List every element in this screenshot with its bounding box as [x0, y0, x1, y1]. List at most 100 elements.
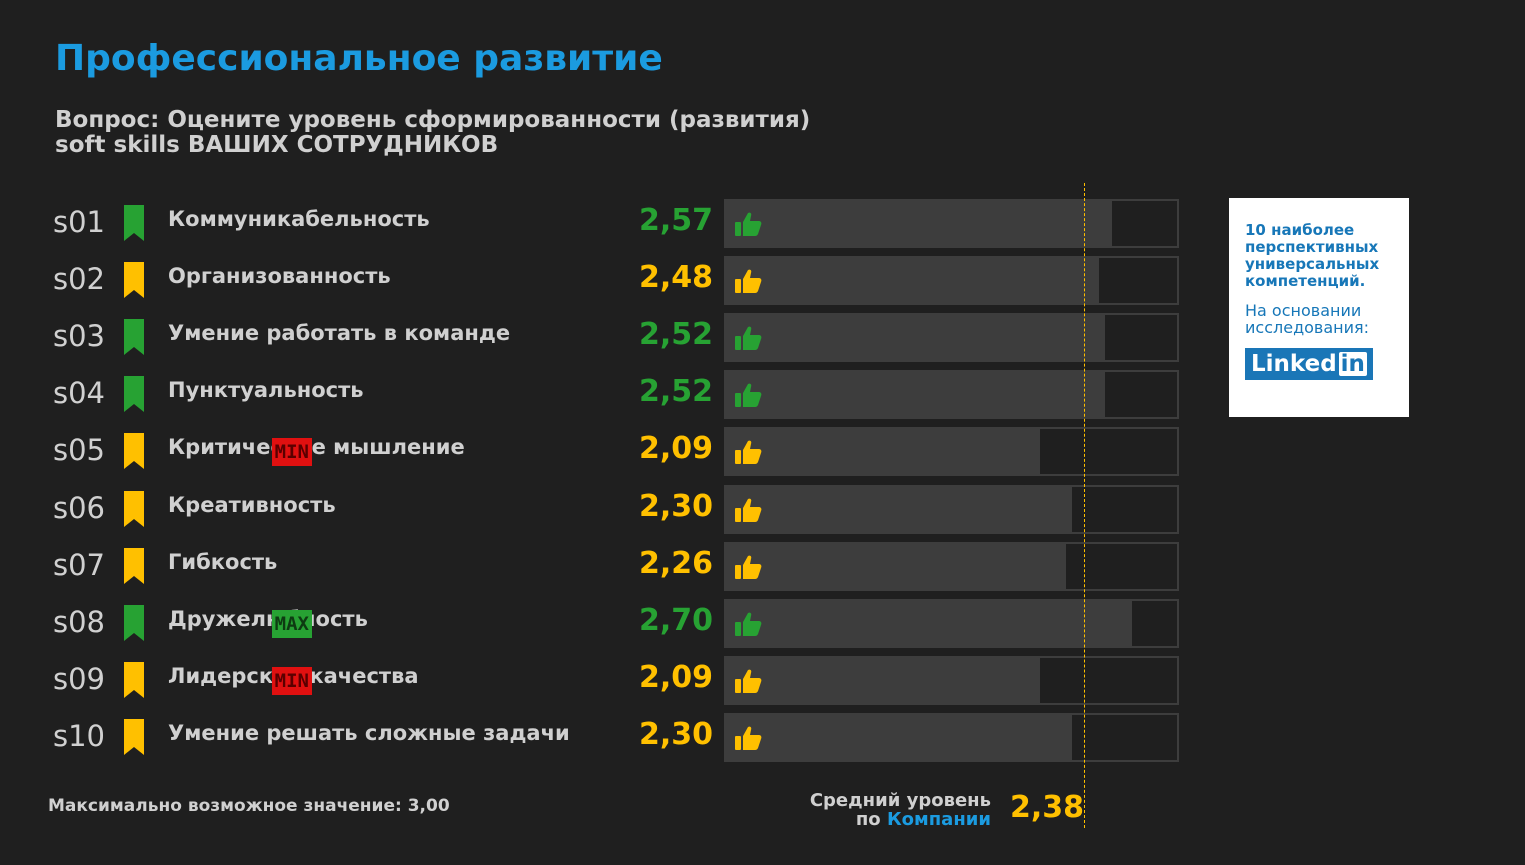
skill-value: 2,30	[638, 488, 713, 524]
bar-fill	[726, 714, 1072, 760]
skill-code: s03	[53, 319, 106, 354]
info-heading: 10 наиболее перспективных универсальных …	[1245, 222, 1393, 290]
skill-code: s07	[53, 547, 106, 582]
bookmark-icon	[124, 661, 144, 698]
skill-row: s10 Умение решать сложные задачи 2,30	[0, 712, 1200, 763]
thumbs-up-icon	[735, 326, 762, 351]
page-title: Профессиональное развитие	[55, 38, 663, 79]
skill-value: 2,70	[638, 602, 713, 638]
skill-label: Коммуникабельность	[168, 207, 430, 231]
question-text: Вопрос: Оцените уровень сформированности…	[55, 108, 810, 158]
skill-value: 2,26	[638, 545, 713, 581]
skill-code: s08	[53, 604, 106, 639]
skill-label: Дружелюбность	[168, 606, 368, 631]
linkedin-logo-in: in	[1338, 351, 1367, 377]
question-line-2: soft skills ВАШИХ СОТРУДНИКОВ	[55, 132, 499, 158]
linkedin-logo-text: Linked	[1251, 351, 1337, 377]
bookmark-icon	[124, 547, 144, 584]
bookmark-icon	[124, 376, 144, 413]
bar-fill	[726, 258, 1099, 304]
skill-code: s01	[53, 205, 106, 239]
skill-value: 2,30	[638, 716, 713, 752]
bar-fill	[726, 372, 1105, 418]
thumbs-up-icon	[735, 441, 762, 465]
linkedin-logo: Linked in	[1245, 348, 1373, 380]
bookmark-icon	[124, 205, 144, 241]
skill-value: 2,57	[638, 203, 713, 238]
bar-fill	[726, 429, 1041, 475]
bar-track	[724, 541, 1179, 591]
skill-label: Умение работать в команде	[168, 321, 511, 346]
info-sub-line: исследования:	[1245, 318, 1370, 337]
info-subtext: На основании исследования:	[1245, 302, 1393, 336]
thumbs-up-icon	[735, 726, 762, 750]
bookmark-icon	[124, 490, 144, 527]
bookmark-icon	[124, 718, 144, 755]
skill-row: s03 Умение работать в команде 2,52	[0, 313, 1200, 363]
skill-row: s06 Креативность 2,30	[0, 484, 1200, 535]
thumbs-up-icon	[735, 555, 762, 579]
bookmark-icon	[124, 433, 144, 470]
bookmark-icon	[124, 604, 144, 641]
average-value: 2,38	[1010, 790, 1085, 825]
bar-track	[724, 256, 1179, 306]
skill-label: Умение решать сложные задачи	[168, 720, 570, 745]
thumbs-up-icon	[735, 212, 762, 236]
thumbs-up-icon	[735, 669, 762, 693]
skill-row: s05 Критическое мышление MIN 2,09	[0, 427, 1200, 477]
bar-fill	[726, 543, 1066, 589]
bar-track	[724, 598, 1179, 648]
min-badge: MIN	[271, 438, 312, 467]
skill-label: Организованность	[168, 264, 391, 289]
info-heading-line: перспективных	[1245, 238, 1379, 256]
question-line-1: Вопрос: Оцените уровень сформированности…	[55, 107, 811, 133]
bookmark-icon	[124, 319, 144, 356]
skill-row: s04 Пунктуальность 2,52	[0, 370, 1200, 420]
skill-row: s07 Гибкость 2,26	[0, 541, 1200, 592]
bookmark-icon	[124, 262, 144, 299]
bar-track	[724, 427, 1179, 477]
info-heading-line: компетенций.	[1245, 272, 1366, 290]
skill-code: s06	[53, 490, 106, 525]
info-heading-line: универсальных	[1245, 255, 1380, 273]
skill-label: Креативность	[168, 492, 336, 517]
max-badge: MAX	[271, 609, 312, 638]
skill-code: s02	[53, 262, 106, 297]
max-value-note: Максимально возможное значение: 3,00	[48, 796, 450, 816]
min-badge: MIN	[271, 666, 312, 695]
skill-row: s08 Дружелюбность MAX 2,70	[0, 598, 1200, 649]
thumbs-up-icon	[735, 383, 762, 408]
bar-track	[724, 655, 1179, 705]
skill-row: s09 Лидерские качества MIN 2,09	[0, 655, 1200, 706]
info-box: 10 наиболее перспективных универсальных …	[1229, 198, 1409, 417]
average-line	[1083, 183, 1085, 828]
skill-value: 2,52	[638, 374, 713, 410]
skill-label: Пунктуальность	[168, 378, 364, 403]
average-label-line-1: Средний уровень	[809, 790, 991, 811]
bar-fill	[726, 600, 1132, 646]
bar-fill	[726, 657, 1041, 703]
average-label: Средний уровень по Компании	[780, 791, 991, 829]
thumbs-up-icon	[735, 498, 762, 522]
average-label-accent: Компании	[886, 809, 991, 830]
skill-row: s01 Коммуникабельность 2,57	[0, 199, 1200, 249]
bar-track	[724, 199, 1179, 248]
info-heading-line: 10 наиболее	[1245, 221, 1355, 239]
skill-row: s02 Организованность 2,48	[0, 256, 1200, 306]
skill-value: 2,48	[638, 260, 713, 296]
skill-code: s05	[53, 433, 106, 468]
skill-code: s09	[53, 661, 106, 696]
skill-value: 2,52	[638, 317, 713, 353]
average-label-line-2: по Компании	[780, 810, 991, 829]
info-sub-line: На основании	[1245, 301, 1362, 320]
average-label-prefix: по	[855, 809, 887, 830]
bar-fill	[726, 201, 1113, 246]
bar-track	[724, 313, 1179, 363]
thumbs-up-icon	[735, 269, 762, 294]
bar-fill	[726, 315, 1105, 361]
bar-track	[724, 484, 1179, 534]
bar-fill	[726, 486, 1072, 532]
skill-label: Критическое мышление	[168, 435, 465, 460]
bar-track	[724, 370, 1179, 420]
skill-code: s10	[53, 718, 106, 753]
